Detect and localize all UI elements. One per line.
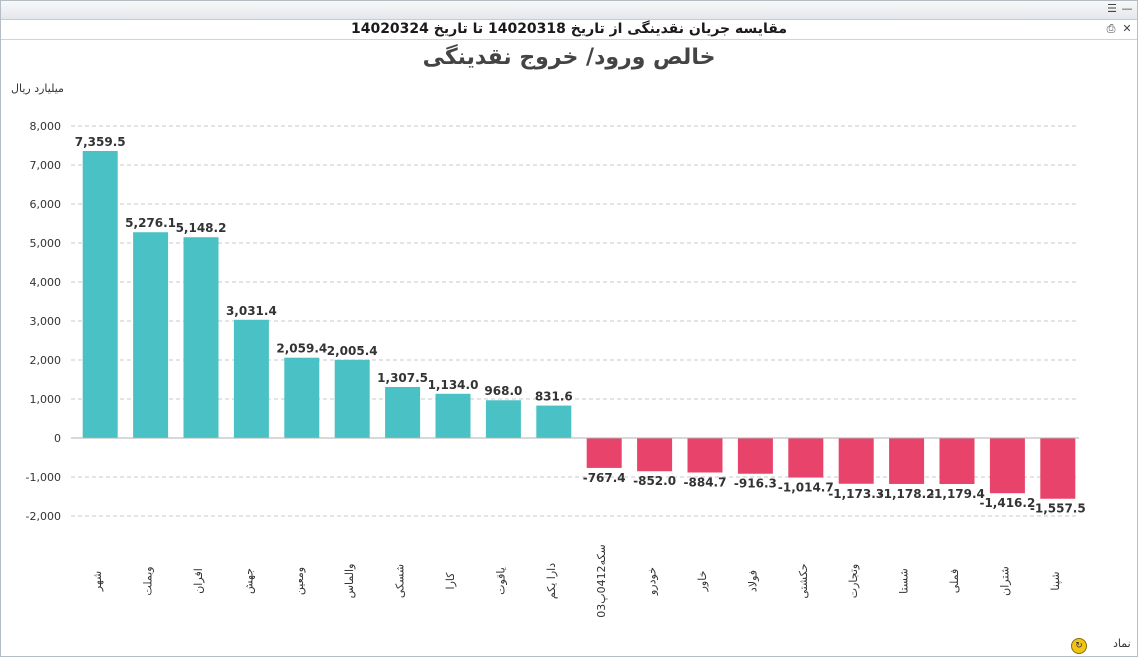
data-label: 7,359.5 xyxy=(75,135,126,149)
y-tick-label: 2,000 xyxy=(30,354,62,367)
x-tick-label: حکشتی xyxy=(797,563,810,598)
y-tick-label: 6,000 xyxy=(30,198,62,211)
x-tick-label: خاور xyxy=(696,571,709,593)
bar xyxy=(334,359,370,438)
x-tick-label: دارا یکم xyxy=(545,563,558,599)
data-label: 5,276.1 xyxy=(125,216,176,230)
bar xyxy=(284,357,320,438)
x-tick-label: افران xyxy=(192,568,205,594)
x-tick-label: شتران xyxy=(998,566,1011,596)
bar xyxy=(637,438,673,472)
window-title: مقایسه جریان نقدینگی از تاریخ 14020318 ت… xyxy=(1,21,1137,37)
from-date: 14020318 xyxy=(487,21,566,37)
x-tick-label: شسکی xyxy=(394,564,407,598)
bar xyxy=(82,150,118,439)
data-label: -1,416.2 xyxy=(979,496,1035,510)
y-tick-label: 7,000 xyxy=(30,159,62,172)
y-tick-label: -2,000 xyxy=(26,510,61,523)
data-label: -1,014.7 xyxy=(778,481,834,495)
close-icon[interactable]: ✕ xyxy=(1122,22,1132,35)
data-label: -852.0 xyxy=(633,474,676,488)
x-tick-label: یاقوت xyxy=(494,567,507,595)
bar xyxy=(687,438,723,473)
x-tick-label: کارا xyxy=(444,572,457,590)
bar xyxy=(889,438,925,484)
to-date: 14020324 xyxy=(350,21,429,37)
window-titlebar: ☰ — xyxy=(1,1,1137,20)
chart-title: خالص ورود/ خروج نقدینگی xyxy=(422,45,716,70)
x-tick-label: شهر xyxy=(91,571,104,592)
bar xyxy=(536,405,572,438)
bar xyxy=(737,438,773,474)
bar xyxy=(838,438,874,484)
bar xyxy=(586,438,622,468)
x-tick-label: فولاد xyxy=(746,570,759,592)
bar xyxy=(183,237,219,438)
data-label: 2,005.4 xyxy=(327,344,378,358)
y-axis-unit-label: میلیارد ریال xyxy=(11,82,64,95)
bar xyxy=(989,438,1025,494)
x-tick-label: شستا xyxy=(898,568,911,594)
x-tick-label: فملی xyxy=(948,569,961,593)
x-tick-label: وتجارت xyxy=(847,564,860,599)
y-tick-label: 5,000 xyxy=(30,237,62,250)
data-label: -884.7 xyxy=(684,476,727,490)
window-title-prefix: مقایسه جریان نقدینگی از تاریخ xyxy=(570,21,788,37)
bar xyxy=(788,438,824,478)
x-tick-label: والماس xyxy=(343,564,356,599)
bar xyxy=(133,232,169,438)
bar xyxy=(1040,438,1076,499)
y-tick-label: -1,000 xyxy=(26,471,61,484)
title-divider xyxy=(1,39,1137,40)
bar xyxy=(435,393,471,438)
x-tick-label: خودرو xyxy=(646,567,659,596)
data-label: 3,031.4 xyxy=(226,304,277,318)
y-tick-label: 1,000 xyxy=(30,393,62,406)
minimize-icon[interactable]: — xyxy=(1121,2,1133,15)
data-label: 2,059.4 xyxy=(276,342,327,356)
x-axis-title: نماد xyxy=(1113,637,1131,650)
y-tick-label: 3,000 xyxy=(30,315,62,328)
x-tick-label: ومعین xyxy=(293,567,306,595)
bar xyxy=(385,387,421,438)
y-tick-label: 8,000 xyxy=(30,120,62,133)
bar xyxy=(939,438,975,484)
data-label: -1,179.4 xyxy=(929,487,985,501)
symbol-selector-icon[interactable]: ↻ xyxy=(1071,638,1087,654)
data-label: -1,557.5 xyxy=(1030,502,1086,516)
data-label: -1,178.2 xyxy=(879,487,935,501)
data-label: 1,307.5 xyxy=(377,371,428,385)
y-tick-label: 0 xyxy=(54,432,61,445)
print-icon[interactable]: ⎙ xyxy=(1106,22,1116,35)
data-label: 831.6 xyxy=(535,390,573,404)
data-label: 1,134.0 xyxy=(428,378,479,392)
data-label: -1,173.3 xyxy=(828,487,884,501)
x-tick-label: جهش xyxy=(242,568,255,594)
x-tick-label: شپنا xyxy=(1049,571,1062,590)
x-tick-label: سکه0412پ03 xyxy=(595,544,608,618)
x-tick-label: وبملت xyxy=(142,566,155,595)
bar xyxy=(233,319,269,438)
data-label: -916.3 xyxy=(734,477,777,491)
data-label: 968.0 xyxy=(484,384,522,398)
data-label: 5,148.2 xyxy=(176,221,227,235)
window-title-to: تا تاریخ xyxy=(433,21,484,37)
y-tick-label: 4,000 xyxy=(30,276,62,289)
data-label: -767.4 xyxy=(583,471,626,485)
menu-icon[interactable]: ☰ xyxy=(1107,2,1117,15)
bar xyxy=(485,400,521,438)
